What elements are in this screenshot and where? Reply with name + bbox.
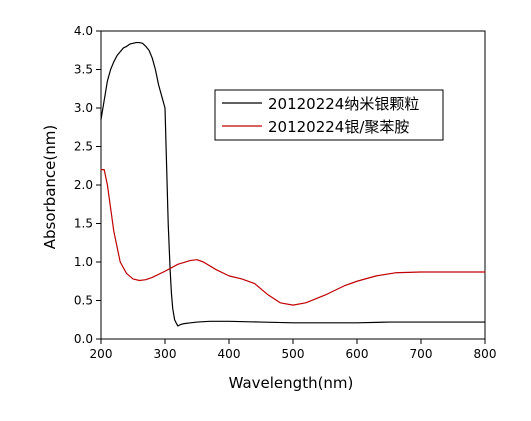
y-tick-label: 0.5 [74, 294, 93, 308]
x-axis-ticks: 200 300 400 500 600 700 800 [90, 339, 497, 361]
x-tick-label: 700 [410, 347, 433, 361]
plot-border [100, 30, 486, 340]
x-tick-label: 300 [154, 347, 177, 361]
legend-label-0: 20120224纳米银颗粒 [268, 95, 419, 113]
y-tick-label: 1.0 [74, 255, 93, 269]
y-tick-label: 3.0 [74, 101, 93, 115]
x-tick-label: 800 [474, 347, 497, 361]
y-tick-label: 1.5 [74, 217, 93, 231]
plot-frame [100, 30, 486, 340]
series-line-0 [100, 41, 486, 327]
series-line-1 [100, 169, 486, 306]
x-tick-label: 200 [90, 347, 113, 361]
y-tick-label: 4.0 [74, 24, 93, 38]
legend: 20120224纳米银颗粒 20120224银/聚苯胺 [214, 89, 444, 141]
x-axis-label: Wavelength(nm) [229, 374, 354, 392]
legend-box [214, 89, 444, 141]
y-axis-ticks: 0.0 0.5 1.0 1.5 2.0 2.5 3.0 3.5 4.0 [74, 24, 101, 346]
x-tick-label: 500 [282, 347, 305, 361]
x-tick-label: 400 [218, 347, 241, 361]
legend-label-1: 20120224银/聚苯胺 [268, 118, 409, 136]
y-axis-label: Absorbance(nm) [41, 125, 59, 249]
series-lines [100, 41, 486, 327]
y-tick-label: 2.0 [74, 178, 93, 192]
y-tick-label: 3.5 [74, 63, 93, 77]
y-tick-label: 0.0 [74, 332, 93, 346]
x-tick-label: 600 [346, 347, 369, 361]
y-tick-label: 2.5 [74, 140, 93, 154]
